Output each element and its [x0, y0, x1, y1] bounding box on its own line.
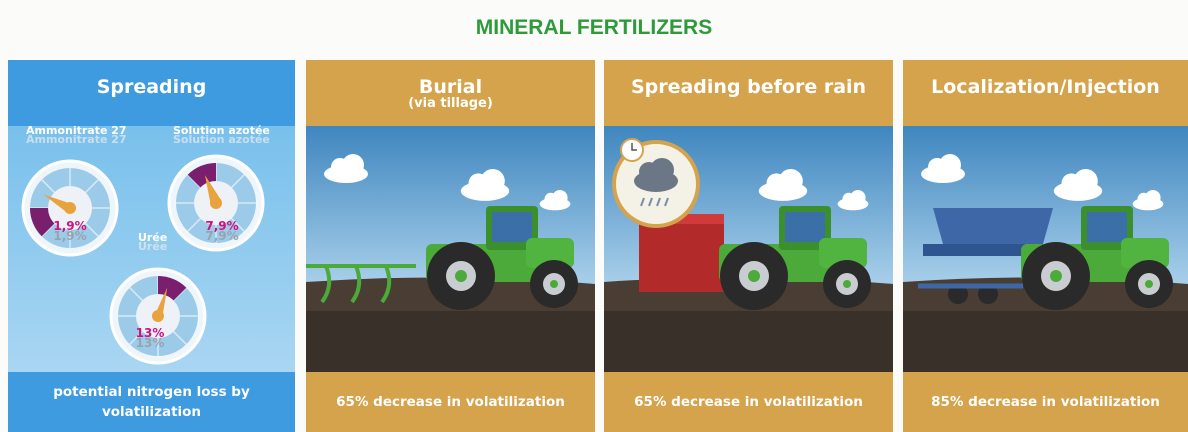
- panel-header: Burial (via tillage): [306, 60, 595, 126]
- soil: [306, 311, 595, 372]
- panel: Spreading Ammonitrate 27 1,9% Solution a…: [8, 60, 295, 432]
- panel-footer: potential nitrogen loss by volatilizatio…: [8, 372, 295, 432]
- gauge-value: 7,9%: [197, 219, 247, 233]
- rain-icon: [614, 139, 698, 226]
- page-title: MINERAL FERTILIZERS: [0, 16, 1188, 40]
- gauge-label: Urée: [138, 231, 167, 244]
- scene: [306, 126, 595, 372]
- scene: [604, 126, 893, 372]
- gauge-value: 13%: [125, 326, 175, 340]
- soil: [604, 311, 893, 372]
- soil: [903, 311, 1188, 372]
- panel-header: Spreading: [8, 60, 295, 126]
- gauge: [111, 269, 205, 363]
- panel: Burial (via tillage) 65% decrease in vol…: [306, 60, 595, 432]
- gauge-value: 1,9%: [45, 219, 95, 233]
- panel-header: Localization/Injection: [903, 60, 1188, 126]
- panel-footer: 85% decrease in volatilization: [903, 372, 1188, 432]
- panel-title: Localization/Injection: [903, 76, 1188, 98]
- gauge: [23, 161, 117, 255]
- panel-footer: 65% decrease in volatilization: [306, 372, 595, 432]
- panel-header: Spreading before rain: [604, 60, 893, 126]
- panel: Spreading before rain 65% decrease in vo…: [604, 60, 893, 432]
- panel-footer: 65% decrease in volatilization: [604, 372, 893, 432]
- page: MINERAL FERTILIZERS Spreading Ammonitrat…: [0, 0, 1188, 432]
- gauge-label: Ammonitrate 27: [26, 124, 127, 137]
- gauge: [169, 156, 263, 250]
- panel-subtitle: (via tillage): [306, 96, 595, 111]
- panel-title: Spreading: [8, 76, 295, 98]
- gauge-label: Solution azotée: [173, 124, 270, 137]
- panel: Localization/Injection 85% decrease in v…: [903, 60, 1188, 432]
- scene: [903, 126, 1188, 372]
- panel-title: Burial: [306, 76, 595, 98]
- panel-title: Spreading before rain: [604, 76, 893, 98]
